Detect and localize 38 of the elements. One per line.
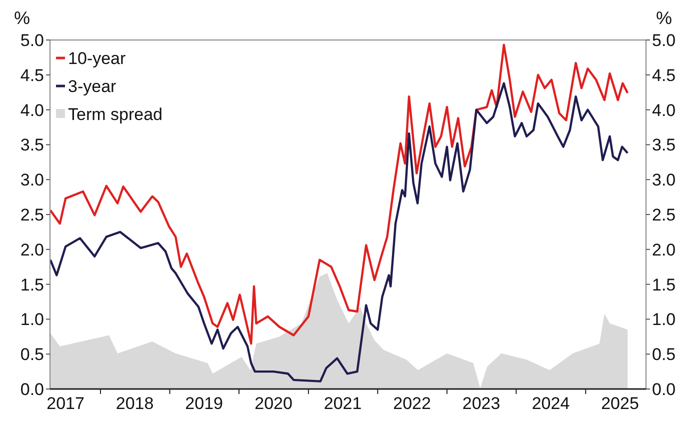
x-tick-label: 2017 — [46, 394, 84, 413]
y2-tick-label: 4.0 — [652, 100, 676, 120]
legend-label: 10-year — [68, 48, 126, 68]
y-axis-title: % — [14, 8, 30, 28]
legend-label: 3-year — [68, 76, 117, 96]
y-tick-label: 4.0 — [20, 100, 44, 120]
x-tick-label: 2024 — [532, 394, 570, 413]
y-tick-label: 2.5 — [20, 205, 44, 224]
y2-tick-label: 1.5 — [652, 275, 676, 294]
y-tick-label: 2.0 — [20, 240, 44, 260]
y-tick-label: 3.5 — [20, 136, 44, 155]
x-tick-label: 2021 — [324, 394, 362, 413]
y2-tick-label: 1.0 — [652, 310, 676, 330]
y2-tick-label: 5.0 — [652, 30, 676, 50]
y2-tick-label: 3.5 — [652, 136, 676, 155]
line-series — [49, 44, 629, 345]
y2-tick-label: 0.0 — [652, 380, 676, 399]
y2-axis-title: % — [656, 8, 672, 28]
x-tick-label: 2025 — [601, 394, 639, 413]
line-series — [49, 82, 629, 382]
y2-tick-label: 4.5 — [652, 66, 676, 85]
x-tick-label: 2020 — [254, 394, 292, 413]
y-tick-label: 1.0 — [20, 310, 44, 330]
y-tick-label: 0.5 — [20, 345, 44, 364]
y-tick-label: 0.0 — [20, 380, 44, 399]
y2-tick-label: 2.0 — [652, 240, 676, 260]
x-tick-label: 2019 — [185, 394, 223, 413]
y-tick-label: 1.5 — [20, 275, 44, 294]
y-tick-label: 4.5 — [20, 66, 44, 85]
legend-label: Term spread — [68, 104, 162, 124]
y2-tick-label: 0.5 — [652, 345, 676, 364]
y2-tick-label: 2.5 — [652, 205, 676, 224]
y-tick-label: 3.0 — [20, 170, 44, 190]
x-tick-label: 2018 — [116, 394, 154, 413]
x-tick-label: 2022 — [393, 394, 431, 413]
y-tick-label: 5.0 — [20, 30, 44, 50]
x-tick-label: 2023 — [462, 394, 500, 413]
y2-tick-label: 3.0 — [652, 170, 676, 190]
